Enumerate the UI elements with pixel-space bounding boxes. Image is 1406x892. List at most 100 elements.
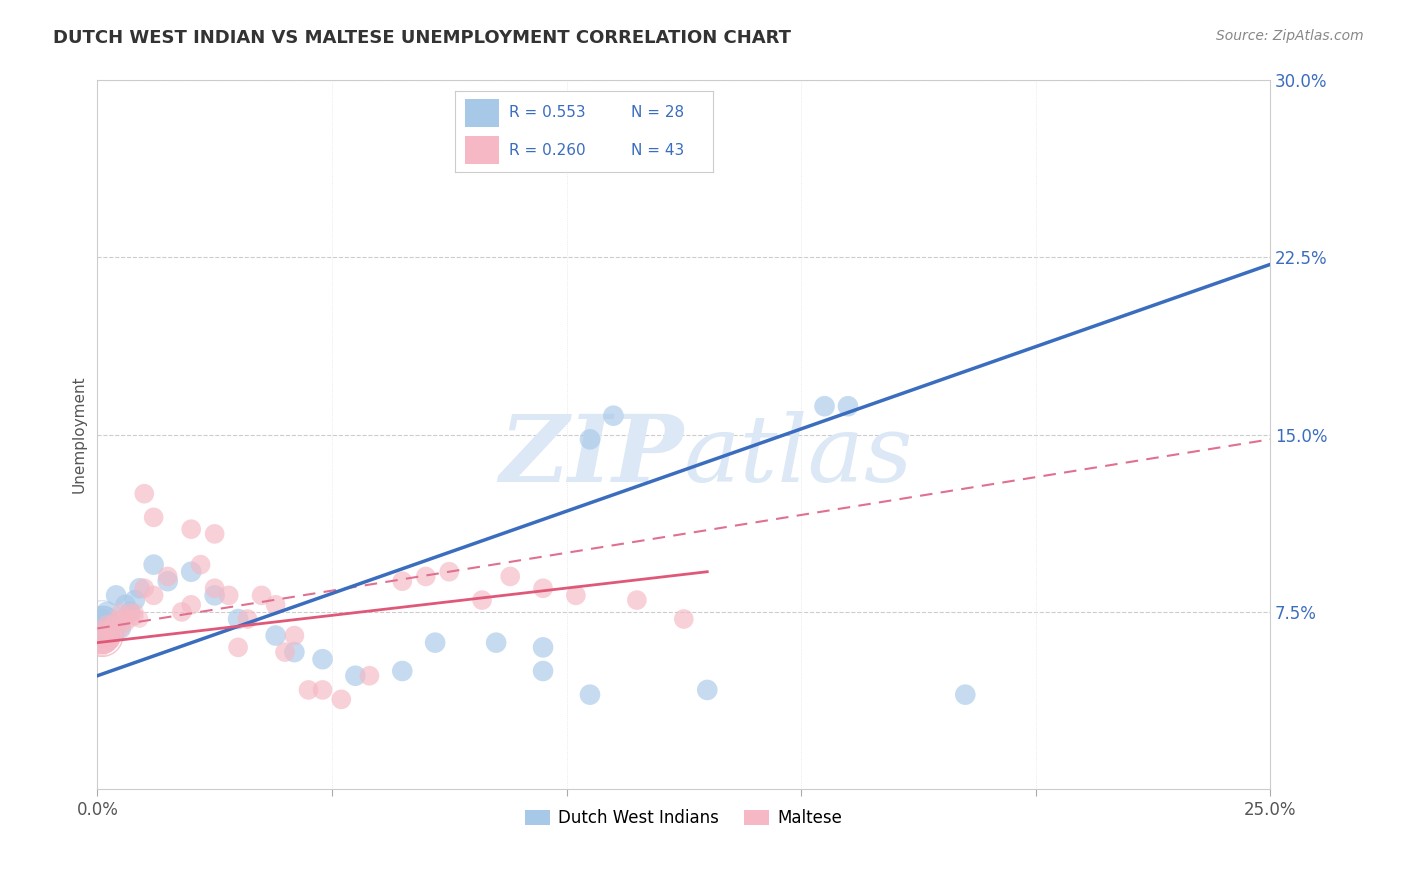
- Point: [96, 622, 118, 636]
- Point: [91, 629, 114, 643]
- Point: [124, 593, 146, 607]
- Point: [91, 616, 114, 631]
- Point: [120, 605, 142, 619]
- Point: [330, 692, 353, 706]
- Point: [134, 486, 156, 500]
- Point: [264, 598, 287, 612]
- Point: [96, 605, 118, 619]
- Point: [114, 616, 136, 631]
- Point: [180, 522, 202, 536]
- Point: [415, 569, 437, 583]
- Point: [955, 688, 977, 702]
- Point: [100, 633, 122, 648]
- Point: [696, 682, 718, 697]
- Point: [105, 612, 128, 626]
- Point: [110, 622, 132, 636]
- Point: [110, 612, 132, 626]
- Point: [110, 605, 132, 619]
- Point: [91, 629, 114, 643]
- Point: [120, 605, 142, 619]
- Point: [170, 605, 193, 619]
- Point: [156, 574, 179, 589]
- Point: [110, 622, 132, 636]
- Point: [91, 640, 114, 655]
- Point: [96, 616, 118, 631]
- Point: [91, 629, 114, 643]
- Point: [91, 616, 114, 631]
- Point: [226, 612, 249, 626]
- Legend: Dutch West Indians, Maltese: Dutch West Indians, Maltese: [519, 803, 849, 834]
- Point: [218, 588, 240, 602]
- Point: [100, 629, 122, 643]
- Point: [91, 629, 114, 643]
- Point: [180, 565, 202, 579]
- Point: [91, 629, 114, 643]
- Point: [204, 581, 226, 595]
- Point: [190, 558, 212, 572]
- Point: [124, 605, 146, 619]
- Point: [91, 629, 114, 643]
- Point: [105, 626, 128, 640]
- Point: [156, 569, 179, 583]
- Point: [91, 629, 114, 643]
- Point: [91, 616, 114, 631]
- Point: [100, 616, 122, 631]
- Point: [91, 616, 114, 631]
- Point: [226, 640, 249, 655]
- Text: atlas: atlas: [683, 411, 914, 501]
- Point: [311, 652, 333, 666]
- Text: DUTCH WEST INDIAN VS MALTESE UNEMPLOYMENT CORRELATION CHART: DUTCH WEST INDIAN VS MALTESE UNEMPLOYMEN…: [53, 29, 792, 46]
- Point: [579, 688, 602, 702]
- Point: [204, 527, 226, 541]
- Point: [391, 664, 413, 678]
- Point: [91, 629, 114, 643]
- Point: [142, 588, 165, 602]
- Point: [96, 629, 118, 643]
- Point: [283, 645, 305, 659]
- Point: [105, 588, 128, 602]
- Point: [100, 616, 122, 631]
- Point: [91, 629, 114, 643]
- Point: [672, 612, 695, 626]
- Point: [91, 629, 114, 643]
- Point: [120, 612, 142, 626]
- Point: [180, 598, 202, 612]
- Point: [91, 629, 114, 643]
- Point: [391, 574, 413, 589]
- Point: [134, 581, 156, 595]
- Point: [124, 609, 146, 624]
- Point: [114, 598, 136, 612]
- Point: [499, 569, 522, 583]
- Point: [91, 616, 114, 631]
- Point: [283, 629, 305, 643]
- Point: [264, 629, 287, 643]
- Point: [91, 629, 114, 643]
- Point: [344, 669, 367, 683]
- Point: [91, 629, 114, 643]
- Point: [274, 645, 297, 659]
- Y-axis label: Unemployment: Unemployment: [72, 376, 86, 493]
- Point: [359, 669, 381, 683]
- Point: [236, 612, 259, 626]
- Point: [91, 629, 114, 643]
- Text: Source: ZipAtlas.com: Source: ZipAtlas.com: [1216, 29, 1364, 43]
- Point: [142, 510, 165, 524]
- Point: [439, 565, 461, 579]
- Point: [297, 682, 319, 697]
- Point: [311, 682, 333, 697]
- Point: [91, 622, 114, 636]
- Point: [837, 399, 859, 413]
- Point: [250, 588, 273, 602]
- Point: [565, 588, 588, 602]
- Point: [91, 612, 114, 626]
- Point: [579, 433, 602, 447]
- Point: [471, 593, 494, 607]
- Point: [626, 593, 648, 607]
- Point: [531, 664, 554, 678]
- Point: [485, 635, 508, 649]
- Point: [602, 409, 624, 423]
- Point: [91, 616, 114, 631]
- Point: [91, 616, 114, 631]
- Point: [100, 622, 122, 636]
- Point: [105, 616, 128, 631]
